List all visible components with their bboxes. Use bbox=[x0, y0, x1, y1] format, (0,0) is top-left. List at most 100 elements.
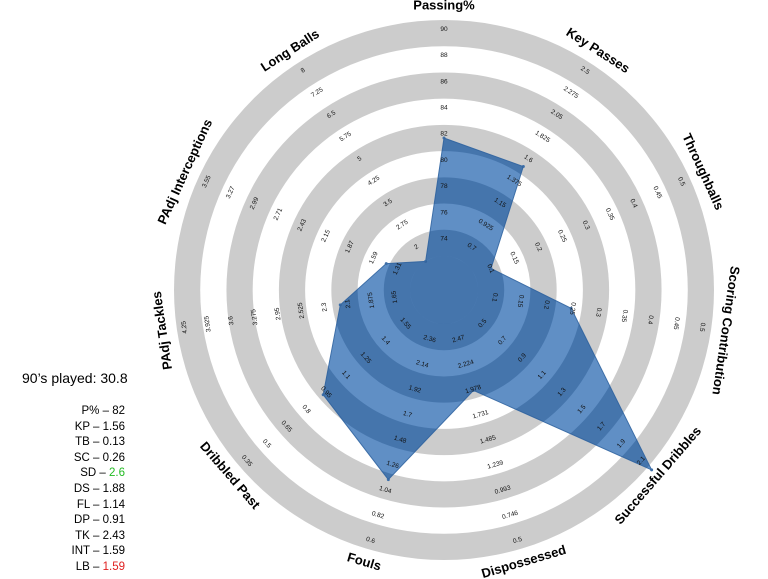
tick-label: 1.87 bbox=[344, 240, 356, 255]
stat-value: 2.6 bbox=[109, 467, 125, 480]
stat-key: TB – bbox=[75, 436, 103, 449]
tick-label: 0.9 bbox=[517, 352, 528, 364]
tick-label: 1.1 bbox=[340, 369, 351, 381]
stat-key: SC – bbox=[73, 451, 103, 464]
stat-row-ds: DS – 1.88 bbox=[22, 482, 125, 498]
tick-label: 2.1 bbox=[636, 455, 647, 467]
data-point bbox=[424, 259, 428, 263]
tick-label: 1.5 bbox=[576, 403, 587, 415]
tick-label: 4.25 bbox=[180, 320, 189, 334]
tick-label: 2.525 bbox=[297, 302, 306, 319]
tick-label: 6.5 bbox=[326, 109, 338, 120]
tick-label: 2.99 bbox=[249, 196, 261, 211]
stat-list: P% – 82 KP – 1.56 TB – 0.13 SC – 0.26 SD – 2… bbox=[22, 404, 142, 576]
tick-label: 2.1 bbox=[344, 298, 352, 308]
data-point bbox=[471, 388, 475, 392]
tick-label: 1.239 bbox=[487, 459, 505, 470]
axis-title-passing-: Passing% bbox=[413, 0, 475, 12]
data-point bbox=[489, 267, 493, 271]
tick-label: 88 bbox=[440, 52, 448, 59]
tick-label: 0.5 bbox=[698, 322, 706, 332]
stat-key: DP – bbox=[74, 514, 103, 527]
stat-row-kp: KP – 1.56 bbox=[22, 420, 125, 436]
data-point bbox=[521, 165, 525, 169]
tick-label: 0.993 bbox=[494, 484, 512, 495]
stat-key: SD – bbox=[80, 467, 109, 480]
stat-value: 0.26 bbox=[102, 451, 125, 464]
stat-row-tb: TB – 0.13 bbox=[22, 435, 125, 451]
stat-row-int: INT – 1.59 bbox=[22, 544, 126, 560]
stat-key: LB – bbox=[75, 560, 103, 573]
tick-label: 1.7 bbox=[596, 421, 607, 433]
stat-value: 1.59 bbox=[102, 560, 125, 573]
tick-label: 8 bbox=[300, 67, 307, 75]
tick-label: 0.3 bbox=[581, 220, 591, 231]
matches-played-label: 90’s played: 30.8 bbox=[22, 370, 128, 386]
tick-label: 1.04 bbox=[378, 485, 392, 495]
tick-label: 1.4 bbox=[380, 335, 391, 347]
tick-label: 0.45 bbox=[672, 317, 681, 331]
axis-title-padj-tackles: PAdj Tackles bbox=[149, 290, 175, 370]
tick-label: 1.485 bbox=[479, 434, 497, 445]
tick-label: 1.48 bbox=[393, 435, 407, 445]
tick-label: 1.9 bbox=[616, 438, 627, 450]
data-point bbox=[650, 468, 654, 472]
shape-center-shade bbox=[410, 256, 478, 324]
stat-value: 1.14 bbox=[102, 498, 125, 511]
stat-row-sc: SC – 0.26 bbox=[22, 451, 125, 467]
tick-label: 2.36 bbox=[422, 334, 436, 344]
tick-label: 3.925 bbox=[203, 315, 212, 332]
data-point bbox=[442, 136, 446, 140]
tick-label: 0.35 bbox=[620, 309, 629, 323]
tick-label: 1.59 bbox=[368, 250, 380, 265]
tick-label: 0.5 bbox=[512, 536, 523, 545]
tick-label: 2.224 bbox=[457, 359, 475, 370]
tick-label: 2.71 bbox=[273, 207, 285, 222]
tick-label: 1.731 bbox=[472, 409, 490, 420]
tick-label: 2.43 bbox=[296, 218, 308, 233]
tick-label: 1.92 bbox=[408, 384, 422, 394]
tick-label: 0.7 bbox=[497, 335, 508, 347]
tick-label: 0.35 bbox=[604, 207, 616, 222]
tick-label: 0.2 bbox=[533, 242, 543, 253]
data-point bbox=[386, 478, 390, 482]
tick-label: 5 bbox=[356, 155, 363, 163]
tick-label: 2.15 bbox=[320, 229, 332, 244]
stat-key: FL – bbox=[76, 498, 103, 511]
stat-key: TK – bbox=[75, 529, 103, 542]
stats-panel: 90’s played: 30.8 P% – 82 KP – 1.56 TB – 0… bbox=[22, 370, 142, 576]
stat-key: P% – bbox=[81, 405, 113, 417]
stat-value: 0.13 bbox=[102, 436, 125, 449]
stat-row-ppct: P% – 82 bbox=[22, 404, 125, 420]
tick-label: 1.65 bbox=[390, 290, 399, 304]
stat-value: 1.56 bbox=[102, 420, 125, 433]
tick-label: 1.978 bbox=[464, 384, 482, 395]
tick-label: 1.3 bbox=[556, 386, 567, 398]
stat-value: 0.91 bbox=[102, 514, 125, 527]
shape-ring-shade bbox=[383, 229, 505, 351]
tick-label: 2.95 bbox=[274, 307, 283, 321]
tick-label: 3.55 bbox=[201, 174, 213, 189]
tick-label: 76 bbox=[440, 209, 448, 216]
tick-label: 0.5 bbox=[477, 318, 488, 330]
tick-label: 0.5 bbox=[676, 176, 686, 187]
tick-label: 0.15 bbox=[508, 251, 520, 266]
stat-key: INT – bbox=[71, 545, 103, 558]
stat-row-lb: LB – 1.59 bbox=[22, 560, 125, 576]
tick-label: 0.7 bbox=[466, 242, 478, 253]
tick-label: 1.875 bbox=[367, 291, 376, 308]
tick-label: 0.6 bbox=[365, 536, 376, 545]
tick-label: 84 bbox=[440, 104, 448, 111]
tick-label: 1.6 bbox=[523, 154, 535, 165]
tick-label: 0.25 bbox=[568, 302, 577, 316]
tick-label: 0.45 bbox=[651, 185, 663, 200]
tick-label: 86 bbox=[440, 78, 448, 85]
stat-value: 1.59 bbox=[102, 545, 125, 558]
tick-label: 0.15 bbox=[516, 294, 525, 308]
tick-label: 0.1 bbox=[490, 292, 498, 302]
tick-label: 0.1 bbox=[485, 263, 495, 274]
data-point bbox=[569, 306, 573, 310]
tick-label: 2.47 bbox=[451, 334, 465, 344]
stat-key: DS – bbox=[73, 482, 103, 495]
